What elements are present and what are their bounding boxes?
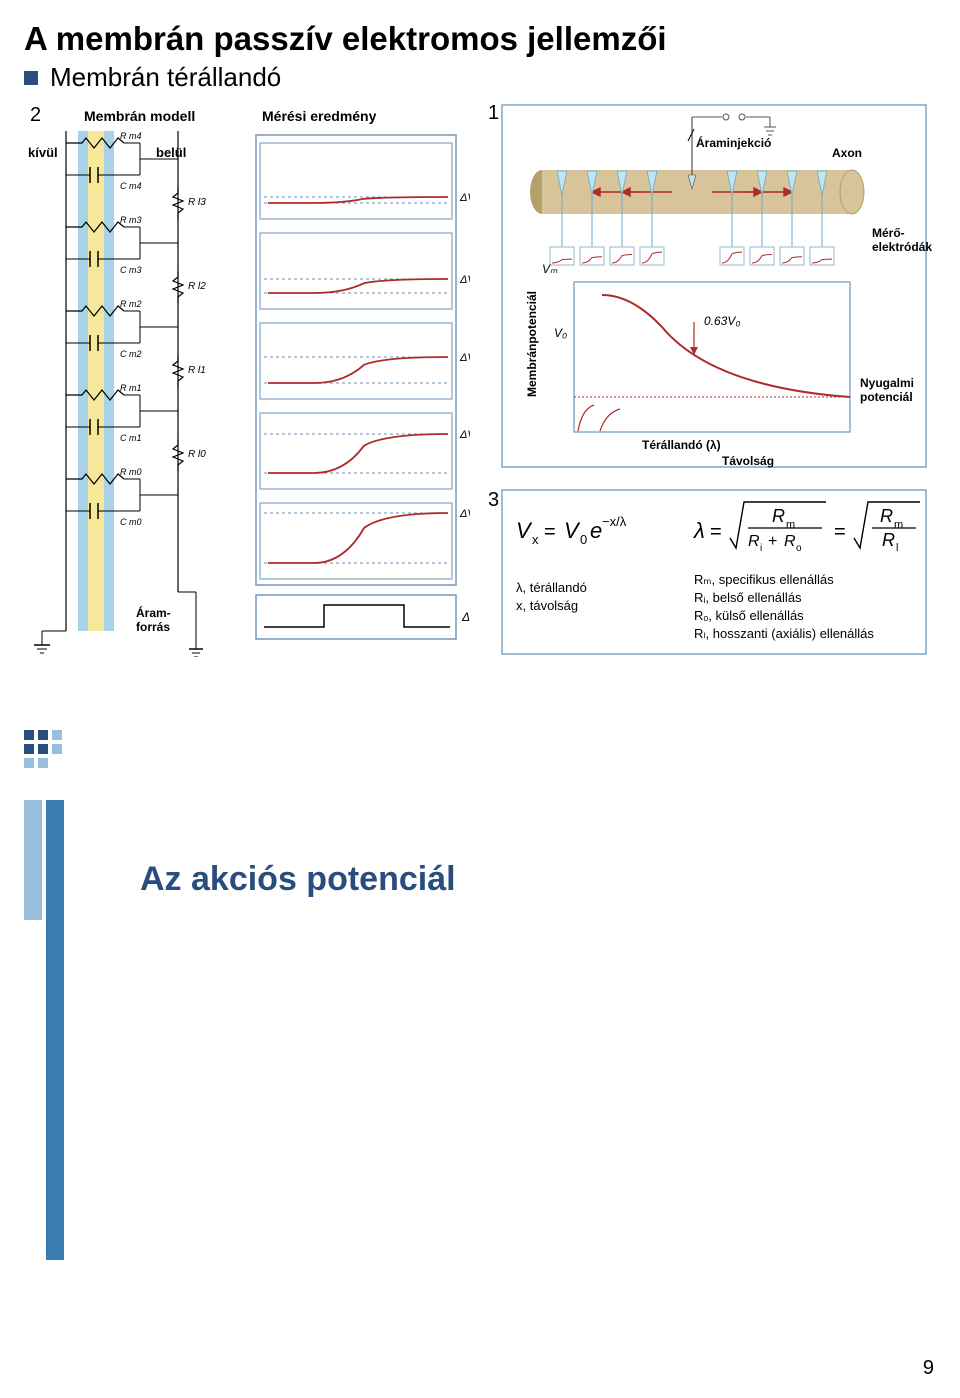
panel-2: 2 Membrán modell Mérési eredmény kívül b… <box>24 97 470 667</box>
slide2-title: Az akciós potenciál <box>140 860 456 899</box>
svg-text:R: R <box>748 533 760 550</box>
injection-label: Áraminjekció <box>696 135 771 150</box>
svg-text:l: l <box>896 542 898 554</box>
badge-2: 2 <box>30 104 41 126</box>
axon-label: Axon <box>832 146 862 160</box>
svg-text:R l2: R l2 <box>188 281 206 292</box>
panel2-svg: 2 Membrán modell Mérési eredmény kívül b… <box>24 97 470 657</box>
svg-text:m: m <box>786 519 795 531</box>
svg-text:R m3: R m3 <box>120 215 142 225</box>
svg-text:R: R <box>772 506 785 526</box>
svg-text:C m2: C m2 <box>120 349 142 359</box>
svg-text:o: o <box>796 543 802 554</box>
sidebar-long-bar <box>46 800 64 1260</box>
svg-text:ΔV₄: ΔV₄ <box>459 192 470 204</box>
model-heading: Membrán modell <box>84 108 195 124</box>
svg-text:R m2: R m2 <box>120 299 142 309</box>
figure-row: 2 Membrán modell Mérési eredmény kívül b… <box>24 97 936 667</box>
svg-text:R l0: R l0 <box>188 449 206 460</box>
inside-label: belül <box>156 145 186 160</box>
lambda-axis-label: Térállandó (λ) <box>642 438 721 452</box>
svg-text:=: = <box>834 521 846 543</box>
v063-label: 0.63V₀ <box>704 314 740 328</box>
svg-text:ΔV₀: ΔV₀ <box>459 508 470 520</box>
page-title: A membrán passzív elektromos jellemzői <box>24 20 936 58</box>
svg-text:R m0: R m0 <box>120 467 142 477</box>
v0-label: V₀ <box>554 326 567 340</box>
svg-text:ΔV₃: ΔV₃ <box>459 274 470 286</box>
x-def: x, távolság <box>516 598 578 613</box>
result-heading: Mérési eredmény <box>262 108 377 124</box>
panel1-frame <box>502 105 926 467</box>
svg-text:i: i <box>760 543 762 554</box>
svg-text:−x/λ: −x/λ <box>602 514 627 529</box>
decay-plot: Vₘ V₀ Membránpotenciál 0.63V₀ <box>525 262 914 468</box>
page-number: 9 <box>923 1357 934 1380</box>
rl-def: Rₗ, hosszanti (axiális) ellenállás <box>694 626 874 641</box>
eq-lambda: λ = R m R i + R o = R m <box>693 502 920 554</box>
badge-3: 3 <box>488 489 499 511</box>
side-bars <box>24 800 70 899</box>
di-label: ΔI <box>461 610 470 624</box>
svg-text:C m1: C m1 <box>120 433 142 443</box>
ro-def: Rₒ, külső ellenállás <box>694 608 804 623</box>
subtitle-row: Membrán térállandó <box>24 62 936 93</box>
current-source: Áram- forrás <box>34 592 203 657</box>
svg-text:ΔV₂: ΔV₂ <box>459 352 470 364</box>
rest-label-1: Nyugalmi <box>860 376 914 390</box>
svg-text:R: R <box>784 533 796 550</box>
source-label-2: forrás <box>136 620 170 634</box>
svg-text:C m3: C m3 <box>120 265 142 275</box>
svg-text:+: + <box>768 533 777 550</box>
yaxis-label: Membránpotenciál <box>525 291 539 397</box>
badge-1: 1 <box>488 102 499 124</box>
svg-text:=: = <box>544 521 556 543</box>
electrodes-label-1: Mérő- <box>872 226 905 240</box>
svg-text:V: V <box>516 518 533 543</box>
subtitle-text: Membrán térállandó <box>50 62 281 93</box>
panel-right-col: 1 <box>482 97 936 667</box>
source-label-1: Áram- <box>136 605 171 620</box>
svg-text:m: m <box>894 519 903 531</box>
panel3-svg: 3 V x = V 0 e −x/λ λ = <box>482 482 934 662</box>
stimulus-trace: ΔI <box>256 595 470 639</box>
slide-2: Az akciós potenciál <box>24 730 936 1350</box>
trace-rows: ΔV₄ ΔV₃ ΔV₂ ΔV₁ ΔV₀ <box>260 143 470 579</box>
slide2-body: Az akciós potenciál <box>24 800 936 899</box>
xaxis-label: Távolság <box>722 454 774 468</box>
svg-text:R l1: R l1 <box>188 365 206 376</box>
ri-def: Rᵢ, belső ellenállás <box>694 590 802 605</box>
svg-text:0: 0 <box>580 532 587 547</box>
svg-text:C m0: C m0 <box>120 517 142 527</box>
svg-text:R m1: R m1 <box>120 383 142 393</box>
axon-diagram: Áraminjekció Axon Mérő- elektródák <box>530 114 932 265</box>
header-pattern-icon <box>24 730 64 770</box>
svg-text:R l3: R l3 <box>188 197 206 208</box>
lambda-def: λ, térállandó <box>516 580 587 595</box>
panel1-svg: 1 <box>482 97 934 477</box>
svg-text:R m4: R m4 <box>120 131 142 141</box>
eq-vx: V x = V 0 e −x/λ <box>516 514 627 547</box>
electrodes-label-2: elektródák <box>872 240 932 254</box>
membrane-strip <box>78 131 114 631</box>
rest-label-2: potenciál <box>860 390 913 404</box>
rm-def: Rₘ, specifikus ellenállás <box>694 572 834 587</box>
svg-text:V: V <box>564 518 581 543</box>
svg-text:λ: λ <box>693 518 705 543</box>
bullet-icon <box>24 71 38 85</box>
svg-text:=: = <box>710 521 722 543</box>
vm-label: Vₘ <box>542 262 558 276</box>
svg-text:C m4: C m4 <box>120 181 142 191</box>
svg-text:ΔV₁: ΔV₁ <box>459 429 470 441</box>
svg-text:R: R <box>882 530 895 550</box>
svg-text:R: R <box>880 506 893 526</box>
outside-label: kívül <box>28 145 58 160</box>
svg-text:x: x <box>532 532 539 547</box>
slide2-header <box>24 730 936 770</box>
sidebar-short-bar <box>24 800 42 920</box>
svg-text:e: e <box>590 518 602 543</box>
